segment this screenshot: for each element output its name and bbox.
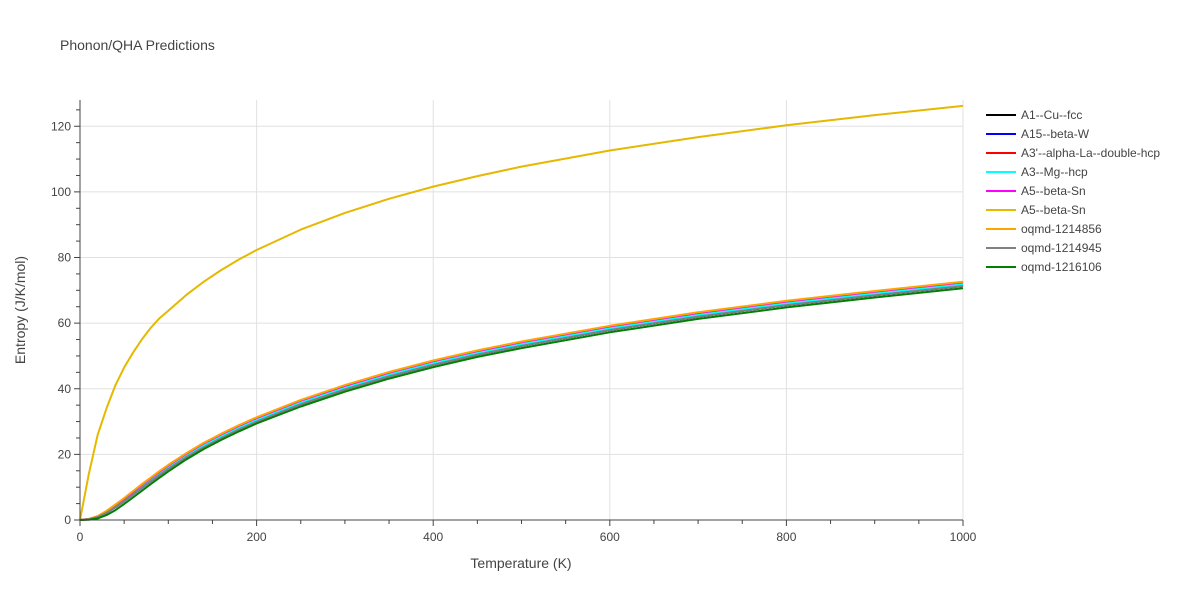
series-line-1[interactable] (79, 285, 964, 521)
x-axis-label: Temperature (K) (470, 555, 571, 571)
y-tick-label: 80 (58, 251, 72, 265)
series-line-8[interactable] (79, 285, 964, 521)
y-tick-label: 0 (64, 513, 71, 527)
series-line-2[interactable] (79, 285, 964, 521)
legend-item-6[interactable]: A5--beta-Sn (986, 203, 1086, 217)
legend-item-1[interactable]: A1--Cu--fcc (986, 108, 1082, 122)
legend-label: A1--Cu--fcc (1021, 108, 1082, 122)
legend-item-3[interactable]: A3'--alpha-La--double-hcp (986, 146, 1160, 160)
legend[interactable]: A1--Cu--fcc A15--beta-W A3'--alpha-La--dou… (986, 108, 1160, 274)
y-tick-label: 60 (58, 316, 72, 330)
legend-item-5[interactable]: A5--beta-Sn (986, 184, 1086, 198)
legend-item-7[interactable]: oqmd-1214856 (986, 222, 1102, 236)
legend-item-4[interactable]: A3--Mg--hcp (986, 165, 1088, 179)
legend-label: oqmd-1214856 (1021, 222, 1102, 236)
x-tick-label: 0 (77, 530, 84, 544)
legend-item-9[interactable]: oqmd-1216106 (986, 260, 1102, 274)
series-line-7[interactable] (79, 280, 964, 521)
legend-label: A3--Mg--hcp (1021, 165, 1088, 179)
x-tick-label: 1000 (950, 530, 977, 544)
legend-label: oqmd-1216106 (1021, 260, 1102, 274)
series-line-6[interactable] (79, 104, 964, 521)
x-tick-label: 200 (247, 530, 267, 544)
legend-label: A15--beta-W (1021, 127, 1090, 141)
axes: 0 200 400 600 800 1000 0 20 40 60 80 100 120 (51, 100, 977, 544)
y-tick-label: 120 (51, 119, 71, 133)
x-tick-label: 800 (776, 530, 796, 544)
series-layer (79, 104, 964, 521)
series-line-5[interactable] (79, 281, 964, 521)
y-tick-label: 40 (58, 382, 72, 396)
chart-title: Phonon/QHA Predictions (60, 37, 215, 53)
legend-label: A5--beta-Sn (1021, 184, 1086, 198)
series-line-4[interactable] (79, 283, 964, 521)
legend-item-2[interactable]: A15--beta-W (986, 127, 1090, 141)
y-tick-label: 20 (58, 447, 72, 461)
grid-lines (80, 100, 964, 520)
legend-label: A3'--alpha-La--double-hcp (1021, 146, 1160, 160)
series-line-3[interactable] (79, 281, 964, 521)
legend-item-8[interactable]: oqmd-1214945 (986, 241, 1102, 255)
y-tick-label: 100 (51, 185, 71, 199)
x-tick-label: 600 (600, 530, 620, 544)
y-axis-label: Entropy (J/K/mol) (12, 256, 28, 364)
series-line-9[interactable] (79, 287, 964, 521)
legend-label: A5--beta-Sn (1021, 203, 1086, 217)
x-tick-label: 400 (423, 530, 443, 544)
legend-label: oqmd-1214945 (1021, 241, 1102, 255)
